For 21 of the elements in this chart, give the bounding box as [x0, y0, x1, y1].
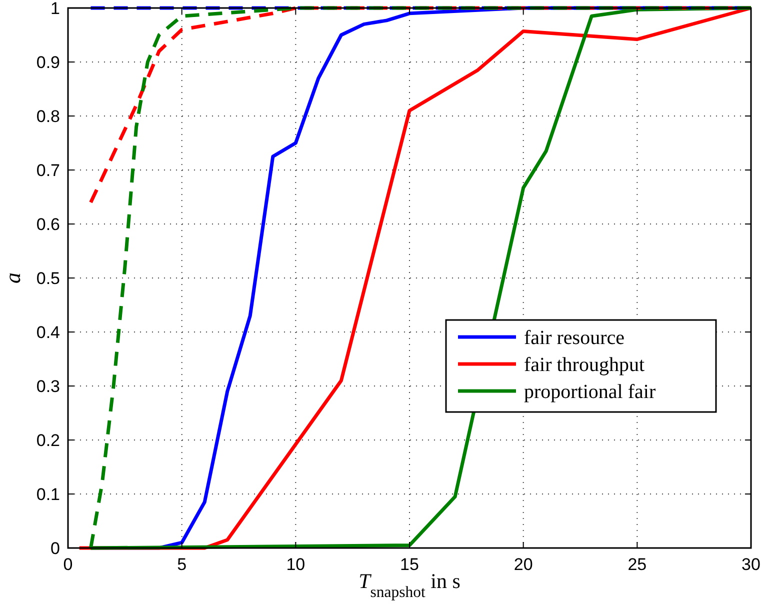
legend-label: fair resource [524, 327, 625, 349]
y-tick-label: 0.8 [36, 106, 60, 126]
y-tick-label: 0 [50, 538, 60, 558]
legend-label: proportional fair [524, 381, 656, 403]
y-tick-label: 0.9 [36, 52, 60, 72]
y-tick-label: 0.2 [36, 430, 60, 450]
x-tick-label: 5 [177, 555, 187, 574]
x-tick-label: 30 [742, 555, 760, 574]
y-tick-label: 1 [50, 0, 60, 18]
x-tick-label: 25 [628, 555, 647, 574]
y-tick-label: 0.6 [36, 214, 60, 234]
x-tick-label: 0 [63, 555, 73, 574]
y-tick-label: 0.4 [36, 322, 60, 342]
legend-label: fair throughput [524, 354, 645, 376]
x-tick-label: 10 [286, 555, 306, 574]
y-tick-label: 0.3 [36, 376, 60, 396]
y-axis-title: a [0, 272, 25, 284]
y-tick-label: 0.5 [36, 268, 60, 288]
y-tick-label: 0.1 [36, 484, 60, 504]
y-tick-label: 0.7 [36, 160, 60, 180]
x-tick-label: 20 [514, 555, 533, 574]
